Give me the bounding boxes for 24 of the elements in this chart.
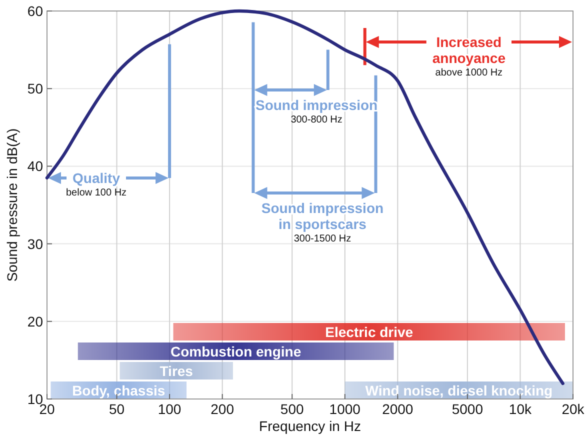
- x-tick-label: 2000: [382, 401, 414, 417]
- y-tick-label: 30: [27, 236, 44, 252]
- x-axis-title: Frequency in Hz: [259, 418, 361, 434]
- x-tick-label: 200: [210, 401, 234, 417]
- annotation: Sound impression in sportscars 300-1500 Hz: [261, 200, 384, 245]
- band-label: Body, chassis: [72, 382, 166, 398]
- y-tick-label: 20: [27, 313, 44, 330]
- band-label: Electric drive: [325, 324, 414, 340]
- x-tick-label: 5000: [452, 401, 484, 417]
- x-tick-label: 1000: [329, 401, 361, 417]
- y-tick-label: 50: [27, 80, 44, 97]
- x-tick-label: 50: [108, 401, 125, 417]
- x-tick-label: 10k: [508, 401, 533, 417]
- y-tick-label: 60: [27, 3, 44, 20]
- band-label: Combustion engine: [170, 343, 302, 360]
- annotation: Quality below 100 Hz: [66, 170, 127, 199]
- annotation: Increased annoyance above 1000 Hz: [432, 34, 506, 79]
- y-axis-title: Sound pressure in dB(A): [4, 128, 20, 282]
- band-label: Wind noise, diesel knocking: [365, 382, 553, 398]
- x-tick-label: 100: [158, 401, 182, 417]
- x-tick-label: 500: [280, 401, 304, 417]
- y-tick-label: 40: [27, 158, 44, 174]
- x-tick-label: 20k: [562, 401, 586, 417]
- band-label: Tires: [160, 362, 194, 379]
